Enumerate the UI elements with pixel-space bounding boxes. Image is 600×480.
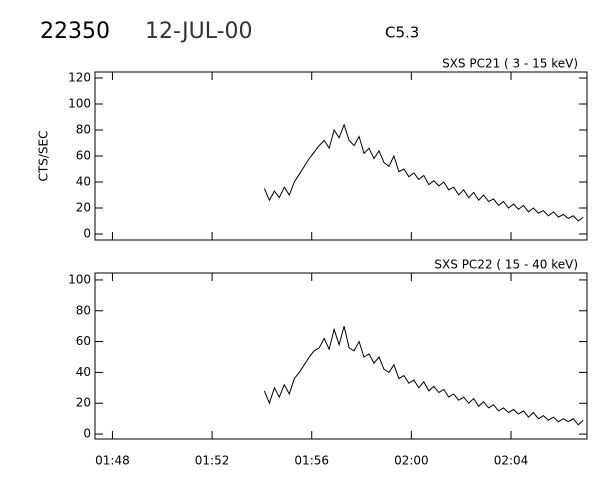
x-tick-label: 01:56 (294, 454, 329, 468)
y-tick-label: 0 (83, 427, 91, 441)
flare-class: C5.3 (385, 24, 419, 42)
x-tick-label: 02:00 (394, 454, 429, 468)
event-id: 22350 (40, 19, 110, 44)
y-tick-label: 40 (76, 365, 91, 379)
y-tick-label: 60 (76, 334, 91, 348)
y-tick-label: 120 (68, 70, 91, 84)
y-tick-label: 80 (76, 303, 91, 317)
x-tick-label: 01:48 (95, 454, 130, 468)
y-tick-label: 100 (68, 96, 91, 110)
data-line (263, 123, 584, 222)
y-tick-label: 20 (76, 201, 91, 215)
plot-frame (94, 272, 588, 440)
y-tick-label: 60 (76, 149, 91, 163)
x-tick-label: 01:52 (195, 454, 230, 468)
x-tick-label: 02:04 (494, 454, 529, 468)
y-tick-label: 0 (83, 227, 91, 241)
data-line (263, 326, 584, 426)
y-axis-label: CTS/SEC (37, 131, 51, 182)
panel-title: SXS PC21 ( 3 - 15 keV) (442, 57, 578, 71)
event-date: 12-JUL-00 (145, 19, 253, 44)
panel-title: SXS PC22 ( 15 - 40 keV) (434, 258, 578, 272)
y-tick-label: 100 (68, 272, 91, 286)
y-tick-label: 20 (76, 396, 91, 410)
y-tick-label: 40 (76, 175, 91, 189)
y-tick-label: 80 (76, 122, 91, 136)
plot-frame (94, 71, 588, 241)
